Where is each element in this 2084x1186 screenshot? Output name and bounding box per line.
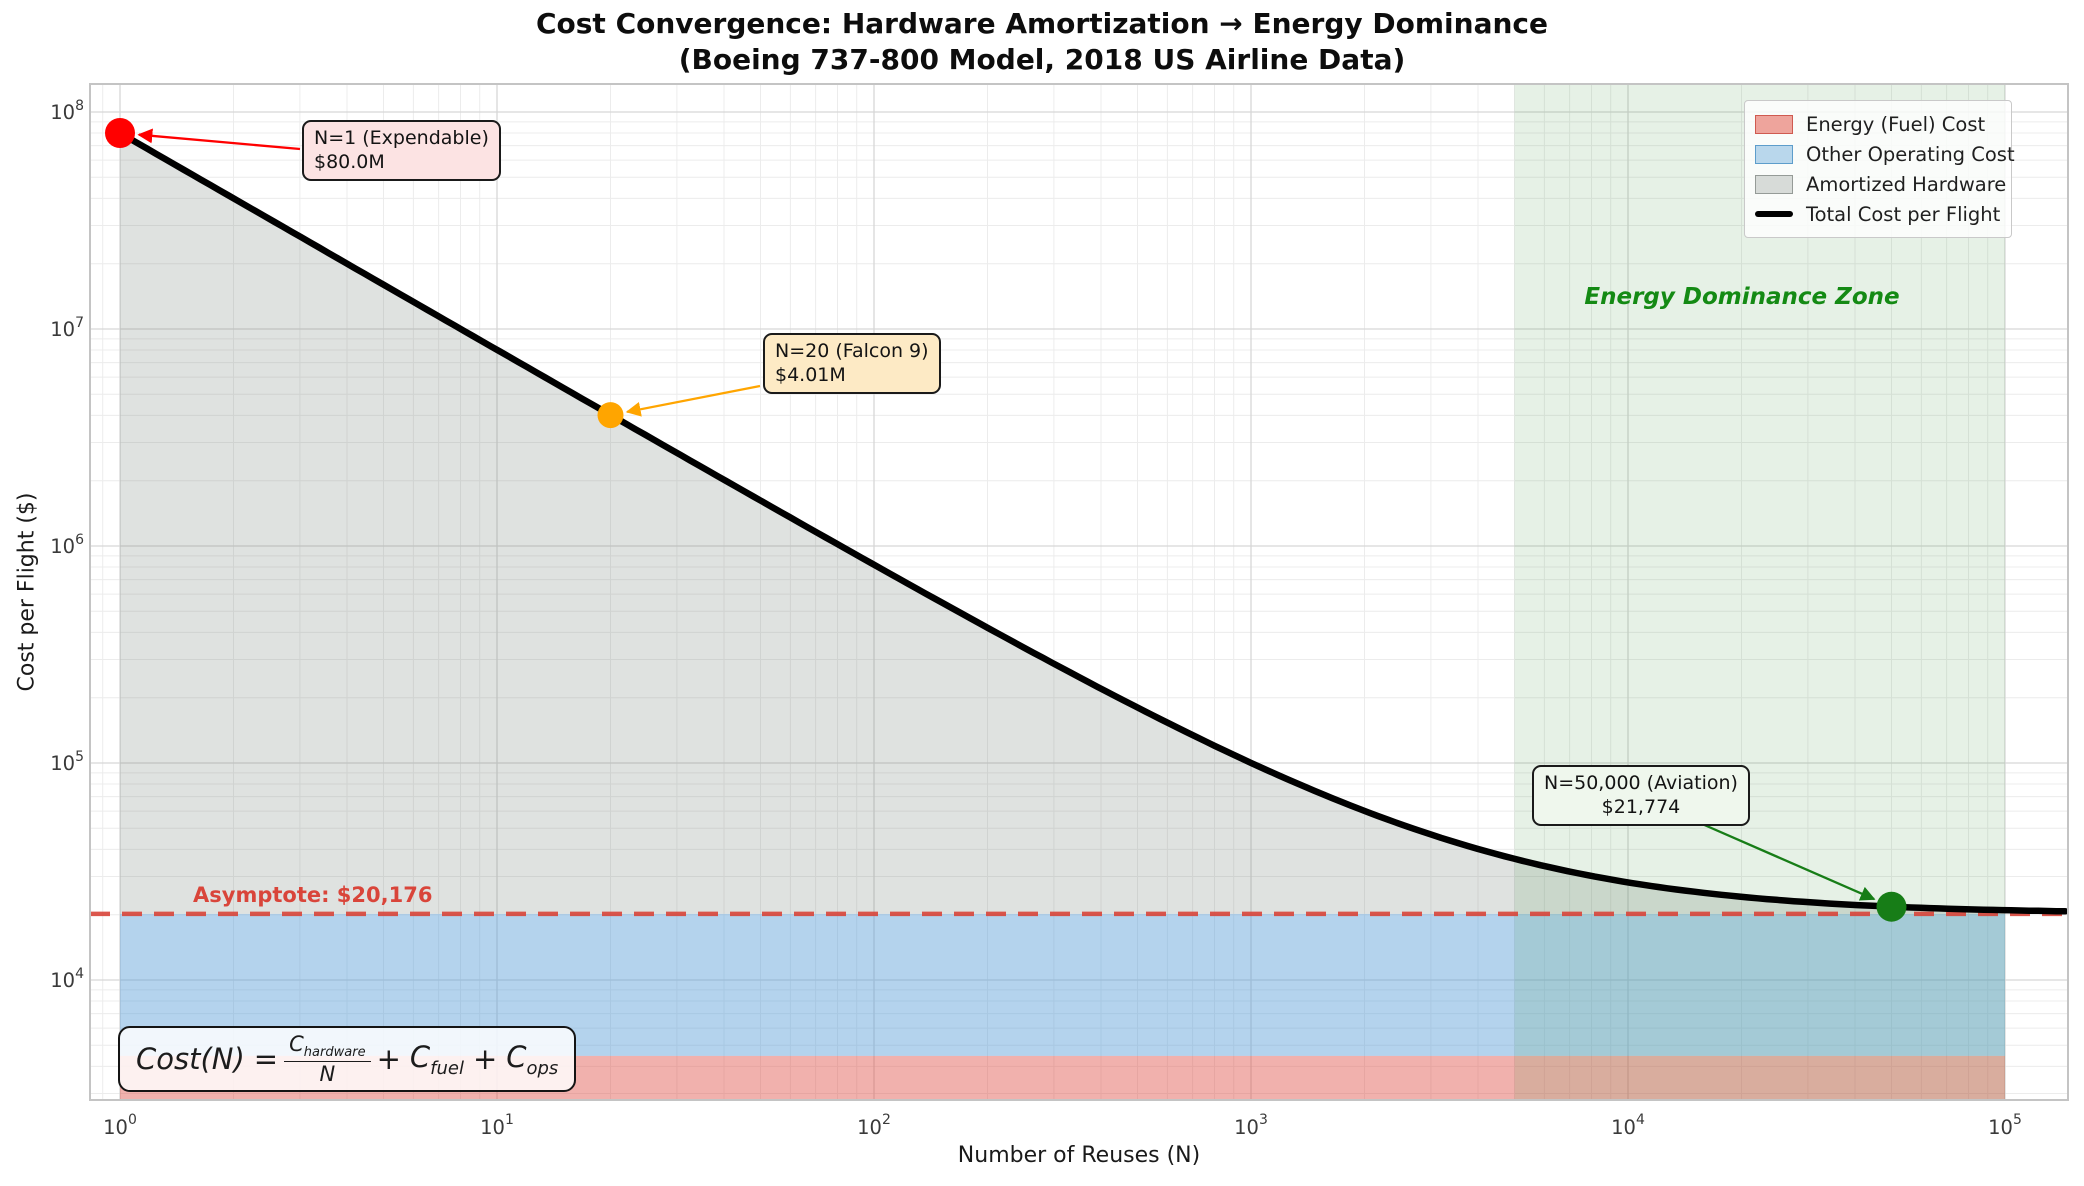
total-cost-curve xyxy=(116,129,2069,915)
x-tick-label: 103 xyxy=(1234,1112,1268,1139)
marker-aviation xyxy=(1876,891,1907,922)
energy-dominance-zone-region xyxy=(1514,84,2005,1100)
callout-falcon9-title: N=20 (Falcon 9) xyxy=(775,340,929,362)
marker-expendable xyxy=(105,118,135,148)
formula-box: Cost(N) = Chardware N + Cfuel + Cops xyxy=(118,1026,577,1092)
formula-plus-2: + xyxy=(472,1042,498,1076)
formula-term-fuel: Cfuel xyxy=(409,1039,464,1079)
callout-expendable-value: $80.0M xyxy=(314,151,385,174)
callout-expendable: N=1 (Expendable) $80.0M xyxy=(302,120,501,181)
y-tick-label: 106 xyxy=(50,532,84,558)
formula-term-ops: Cops xyxy=(506,1039,559,1079)
callout-expendable-title: N=1 (Expendable) xyxy=(314,127,489,149)
x-tick-label: 105 xyxy=(1988,1112,2022,1139)
legend-label-total-cost: Total Cost per Flight xyxy=(1806,202,2001,226)
y-tick-label: 104 xyxy=(50,966,84,992)
chart-subtitle: (Boeing 737-800 Model, 2018 US Airline D… xyxy=(678,43,1406,76)
formula-denominator: N xyxy=(319,1061,336,1086)
legend-item-total-cost: Total Cost per Flight xyxy=(1755,199,2001,229)
legend-swatch-total-cost-line xyxy=(1755,211,1793,217)
x-tick-label: 100 xyxy=(103,1112,137,1139)
gridlines-major xyxy=(90,84,2068,1100)
legend-label-amortized-hardware: Amortized Hardware xyxy=(1806,172,2007,196)
callout-aviation: N=50,000 (Aviation) $21,774 xyxy=(1532,765,1750,826)
x-axis-label: Number of Reuses (N) xyxy=(957,1143,1201,1168)
callout-falcon9-value: $4.01M xyxy=(775,364,846,387)
axes-frame xyxy=(89,83,2069,1101)
x-tick-label: 102 xyxy=(857,1112,891,1139)
legend: Energy (Fuel) Cost Other Operating Cost … xyxy=(1744,100,2015,238)
gridlines-minor xyxy=(90,84,2068,1100)
chart-title: Cost Convergence: Hardware Amortization … xyxy=(535,7,1549,40)
callout-aviation-title: N=50,000 (Aviation) xyxy=(1544,772,1738,794)
legend-label-other-operating: Other Operating Cost xyxy=(1806,142,2015,166)
formula-equals: = xyxy=(253,1042,279,1076)
legend-swatch-amortized-hardware xyxy=(1755,174,1793,194)
legend-label-energy-fuel: Energy (Fuel) Cost xyxy=(1806,112,1986,136)
energy-dominance-zone-label: Energy Dominance Zone xyxy=(1584,284,1900,310)
formula-lhs: Cost(N) xyxy=(136,1042,245,1076)
legend-swatch-other-operating xyxy=(1755,144,1793,164)
asymptote-label: Asymptote: $20,176 xyxy=(193,883,433,907)
legend-item-energy-fuel: Energy (Fuel) Cost xyxy=(1755,109,2001,139)
callout-arrow-expendable xyxy=(137,128,301,151)
y-tick-label: 108 xyxy=(50,98,84,124)
formula-plus-1: + xyxy=(376,1042,401,1076)
callout-aviation-value: $21,774 xyxy=(1601,796,1681,819)
callout-arrow-falcon9 xyxy=(625,384,761,417)
formula-fraction: Chardware N xyxy=(284,1033,371,1085)
x-tick-label: 101 xyxy=(480,1112,514,1139)
y-tick-label: 105 xyxy=(50,749,84,775)
callout-arrow-aviation xyxy=(1692,818,1876,901)
band-amortized-hardware xyxy=(120,133,2005,914)
marker-falcon9 xyxy=(597,402,624,429)
y-axis-label: Cost per Flight ($) xyxy=(14,492,40,692)
legend-swatch-energy-fuel xyxy=(1755,114,1793,134)
legend-item-other-operating: Other Operating Cost xyxy=(1755,139,2015,169)
callout-falcon9: N=20 (Falcon 9) $4.01M xyxy=(763,333,941,394)
legend-item-amortized-hardware: Amortized Hardware xyxy=(1755,169,2006,199)
x-tick-label: 104 xyxy=(1611,1112,1645,1139)
y-tick-label: 107 xyxy=(50,315,84,341)
formula-numerator: Chardware xyxy=(284,1033,371,1062)
